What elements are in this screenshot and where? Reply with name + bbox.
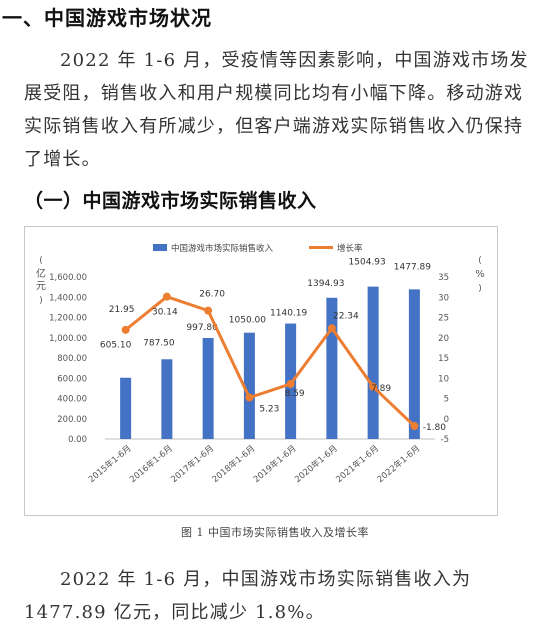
growth-data-label: 5.23	[259, 405, 279, 415]
y-axis-left-label-char: 元	[36, 281, 46, 292]
bar-revenue	[326, 297, 338, 439]
bar-data-label: 605.10	[100, 341, 132, 351]
growth-point	[369, 382, 378, 391]
growth-point	[121, 325, 130, 334]
y-tick-left: 800.00	[57, 354, 87, 364]
y-tick-right: -5	[441, 435, 449, 445]
y-tick-right: 10	[438, 374, 449, 384]
growth-data-label: -1.80	[423, 423, 447, 433]
growth-line	[124, 295, 416, 428]
growth-data-label: 8.59	[285, 389, 305, 399]
y-tick-right: 20	[438, 334, 449, 344]
growth-data-label: 22.34	[333, 311, 359, 321]
x-tick-label: 2021年1-6月	[334, 443, 381, 485]
section-heading: 一、中国游戏市场状况	[2, 6, 212, 30]
growth-point	[245, 393, 254, 402]
y-tick-left: 400.00	[57, 395, 87, 405]
bar-data-label: 787.50	[143, 338, 175, 348]
bar-data-label: 1140.19	[270, 309, 307, 319]
x-tick-label: 2015年1-6月	[86, 443, 133, 485]
x-tick-label: 2022年1-6月	[375, 443, 422, 485]
legend-label-growth: 增长率	[337, 243, 363, 254]
growth-data-label: 26.70	[199, 290, 225, 300]
bar-data-label: 1394.93	[307, 279, 344, 289]
y-tick-left: 1,400.00	[49, 293, 87, 303]
y-axis-right-label: %	[475, 269, 485, 280]
intro-paragraph: 2022 年 1-6 月，受疫情等因素影响，中国游戏市场发展受阻，销售收入和用户…	[24, 50, 529, 170]
y-axis-left-paren-open: (	[39, 256, 43, 266]
bar-revenue	[202, 337, 214, 439]
bar-revenue	[408, 289, 420, 439]
bar-data-label: 1050.00	[229, 316, 266, 326]
bar-revenue	[243, 332, 255, 439]
y-tick-left: 1,200.00	[49, 314, 87, 324]
x-tick-label: 2019年1-6月	[251, 443, 298, 485]
growth-data-label: 30.14	[152, 308, 178, 318]
y-axis-left-paren-close: )	[39, 296, 43, 306]
bar-revenue	[161, 359, 173, 439]
chart-frame: 中国游戏市场实际销售收入 增长率(亿元)(%) 0.00 200.00 400.00 60…	[24, 226, 498, 516]
bar-data-label: 1504.93	[349, 258, 386, 268]
figure-caption: 图 1 中国市场实际销售收入及增长率	[181, 526, 369, 539]
y-axis-right-paren-open: (	[478, 256, 482, 266]
x-tick-label: 2016年1-6月	[128, 443, 175, 485]
growth-point	[327, 324, 336, 333]
revenue-growth-chart: 中国游戏市场实际销售收入 增长率(亿元)(%)0.00200.00400.0060…	[36, 243, 485, 485]
y-tick-left: 0.00	[68, 435, 87, 445]
growth-point	[410, 422, 419, 431]
summary-paragraph: 2022 年 1-6 月，中国游戏市场实际销售收入为 1477.89 亿元，同比…	[24, 569, 472, 623]
bar-revenue	[120, 377, 132, 439]
y-axis-left-label-char: 亿	[36, 267, 46, 280]
growth-data-label: 21.95	[109, 305, 135, 315]
y-tick-right: 5	[444, 395, 449, 405]
subsection-heading: （一）中国游戏市场实际销售收入	[24, 190, 317, 212]
legend-swatch-revenue	[153, 244, 167, 251]
growth-point	[204, 306, 213, 315]
bar-data-label: 1477.89	[394, 262, 431, 272]
y-tick-right: 0	[444, 415, 449, 425]
y-tick-left: 200.00	[57, 415, 87, 425]
growth-point	[162, 292, 171, 301]
growth-point	[286, 379, 295, 388]
x-tick-label: 2018年1-6月	[210, 443, 257, 485]
growth-data-label: 7.89	[371, 384, 391, 394]
y-tick-left: 1,600.00	[49, 273, 87, 283]
y-tick-right: 30	[438, 293, 449, 303]
y-tick-right: 15	[438, 354, 449, 364]
legend-label-revenue: 中国游戏市场实际销售收入	[171, 243, 274, 254]
y-axis-right-paren-close: )	[478, 284, 482, 294]
y-tick-right: 25	[438, 314, 449, 324]
bar-revenue	[367, 286, 379, 439]
x-tick-label: 2017年1-6月	[169, 443, 216, 485]
y-tick-left: 600.00	[57, 374, 87, 384]
bar-data-label: 997.80	[186, 323, 218, 333]
y-tick-right: 35	[438, 273, 449, 283]
x-tick-label: 2020年1-6月	[293, 443, 340, 485]
y-tick-left: 1,000.00	[49, 334, 87, 344]
